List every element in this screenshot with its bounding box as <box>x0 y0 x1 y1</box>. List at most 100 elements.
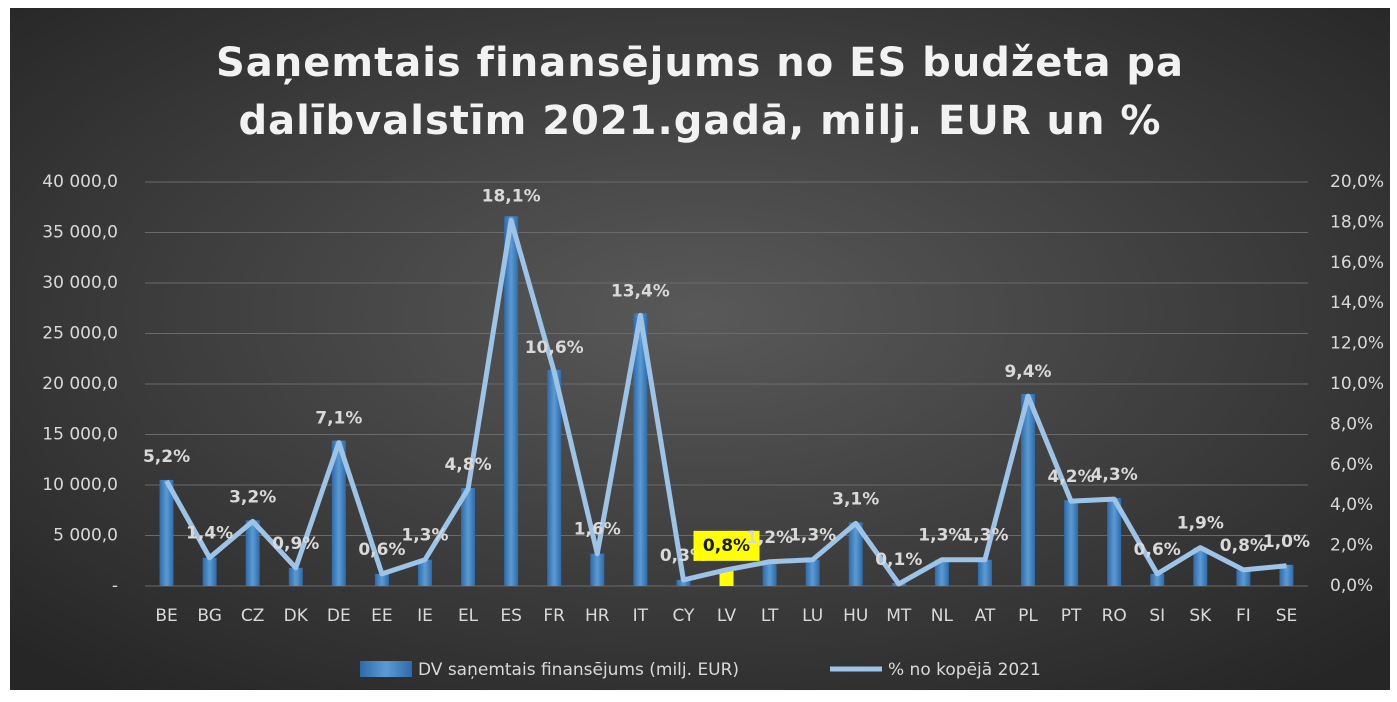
x-tick-label: BG <box>197 606 222 626</box>
data-label: 9,4% <box>1004 362 1051 382</box>
bar <box>1150 573 1165 586</box>
bar <box>504 216 519 586</box>
y2-tick-label: 14,0% <box>1330 293 1384 313</box>
data-label: 0,8% <box>1220 536 1267 556</box>
bar <box>202 557 217 586</box>
x-tick-label: CY <box>672 606 695 626</box>
x-tick-label: DK <box>284 606 309 626</box>
bar <box>288 567 303 586</box>
data-label: 5,2% <box>143 447 190 467</box>
x-tick-label: HU <box>843 606 868 626</box>
data-label: 4,3% <box>1091 465 1138 485</box>
y2-tick-label: 12,0% <box>1330 334 1384 354</box>
data-label: 0,9% <box>272 534 319 554</box>
x-tick-label: IT <box>633 606 649 626</box>
bar <box>461 488 476 586</box>
bar <box>1021 394 1036 586</box>
label-highlight <box>693 530 760 561</box>
data-label: 1,0% <box>1263 532 1310 552</box>
legend-label: DV saņemtais finansējums (milj. EUR) <box>418 660 739 680</box>
x-tick-label: EL <box>458 606 479 626</box>
x-tick-label: BE <box>155 606 177 626</box>
data-label: 10,6% <box>525 338 584 358</box>
bar <box>1064 500 1079 586</box>
data-label: 3,1% <box>832 489 879 509</box>
x-tick-label: PT <box>1061 606 1082 626</box>
bar <box>590 553 605 586</box>
line <box>164 217 1287 587</box>
bar <box>374 573 389 586</box>
x-tick-label: LV <box>717 606 737 626</box>
data-label: 0,1% <box>875 550 922 570</box>
x-tick-label: LT <box>761 606 779 626</box>
bar <box>1193 547 1208 586</box>
x-tick-label: EE <box>371 606 392 626</box>
x-tick-label: NL <box>931 606 954 626</box>
y2-tick-label: 18,0% <box>1330 212 1384 232</box>
x-tick-label: FI <box>1236 606 1251 626</box>
y-tick-label: 20 000,0 <box>42 374 118 394</box>
bar <box>848 522 863 586</box>
data-label: 1,3% <box>401 526 448 546</box>
bar <box>633 313 648 586</box>
data-label: 1,9% <box>1177 514 1224 534</box>
x-tick-label: IE <box>417 606 433 626</box>
x-tick-label: SK <box>1189 606 1212 626</box>
y2-tick-label: 2,0% <box>1330 536 1373 556</box>
x-tick-label: MT <box>886 606 912 626</box>
y-tick-label: 40 000,0 <box>42 172 118 192</box>
chart-title: Saņemtais finansējums no ES budžeta pa d… <box>216 40 1184 144</box>
bar <box>331 440 346 586</box>
y-tick-label: 30 000,0 <box>42 273 118 293</box>
x-tick-label: PL <box>1018 606 1038 626</box>
y2-tick-label: 8,0% <box>1330 414 1373 434</box>
data-label: 0,8% <box>703 536 750 556</box>
bar <box>762 561 777 586</box>
bar <box>805 559 820 586</box>
y2-tick-label: 4,0% <box>1330 495 1373 515</box>
data-label: 1,6% <box>574 520 621 540</box>
bar <box>1107 498 1122 586</box>
x-tick-label: DE <box>327 606 351 626</box>
bar <box>417 559 432 586</box>
x-tick-label: RO <box>1102 606 1127 626</box>
bar <box>719 569 734 586</box>
bar <box>934 559 949 586</box>
x-tick-label: ES <box>500 606 522 626</box>
bar <box>245 520 260 586</box>
y2-tick-label: 6,0% <box>1330 455 1373 475</box>
data-label: 4,2% <box>1048 467 1095 487</box>
y-tick-label: 10 000,0 <box>42 475 118 495</box>
data-label: 1,2% <box>746 528 793 548</box>
y-tick-label: 15 000,0 <box>42 425 118 445</box>
y2-tick-label: 20,0% <box>1330 172 1384 192</box>
y-tick-label: 25 000,0 <box>42 324 118 344</box>
data-label: 13,4% <box>611 281 670 301</box>
x-tick-label: SI <box>1149 606 1165 626</box>
data-label: 1,4% <box>186 524 233 544</box>
bar <box>1279 564 1294 586</box>
data-label: 18,1% <box>482 186 541 206</box>
data-label: 0,6% <box>1134 540 1181 560</box>
y2-tick-label: 0,0% <box>1330 576 1373 596</box>
x-tick-label: CZ <box>241 606 265 626</box>
data-label: 7,1% <box>315 409 362 429</box>
bar <box>1236 569 1251 586</box>
data-label: 3,2% <box>229 487 276 507</box>
legend-swatch <box>360 661 412 677</box>
y-tick-label: - <box>112 576 118 596</box>
bar <box>676 579 691 586</box>
y2-tick-label: 16,0% <box>1330 253 1384 273</box>
bar <box>547 369 562 586</box>
y-tick-label: 5 000,0 <box>53 526 118 546</box>
legend-label: % no kopējā 2021 <box>888 660 1041 680</box>
y2-tick-label: 10,0% <box>1330 374 1384 394</box>
x-tick-label: LU <box>802 606 823 626</box>
x-tick-label: AT <box>975 606 996 626</box>
data-label: 1,3% <box>918 526 965 546</box>
bar <box>977 559 992 586</box>
y-tick-label: 35 000,0 <box>42 223 118 243</box>
bar <box>159 479 174 586</box>
x-tick-label: FR <box>543 606 565 626</box>
